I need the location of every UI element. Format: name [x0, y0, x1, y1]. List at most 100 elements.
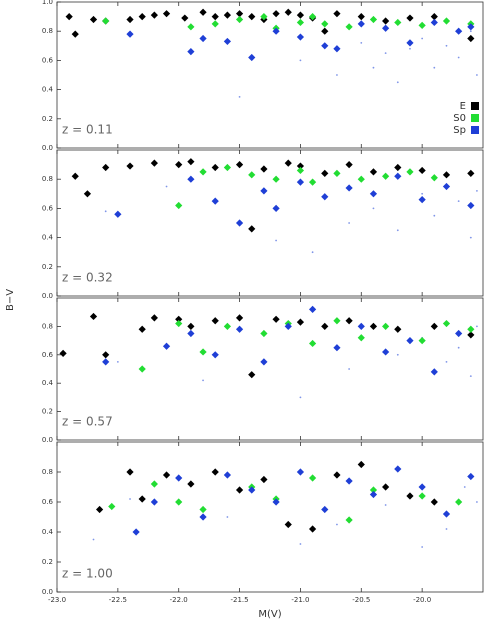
galaxy-point	[382, 17, 390, 25]
galaxy-point	[89, 312, 98, 321]
galaxy-point	[235, 15, 244, 24]
galaxy-point	[211, 197, 219, 205]
galaxy-point	[199, 34, 207, 43]
galaxy-point	[430, 18, 438, 27]
galaxy-point	[369, 190, 378, 198]
redshift-label: z = 0.32	[62, 271, 113, 285]
galaxy-point	[357, 13, 365, 21]
galaxy-point	[59, 349, 67, 357]
galaxy-point	[235, 486, 244, 494]
galaxy-point	[150, 314, 158, 322]
galaxy-point	[333, 344, 341, 352]
field-point	[421, 192, 424, 195]
field-point	[476, 325, 478, 328]
galaxy-point	[442, 171, 451, 179]
galaxy-point	[162, 10, 171, 18]
galaxy-point	[126, 468, 134, 476]
y-tick-label: 0.6	[42, 204, 54, 212]
galaxy-point	[102, 351, 110, 359]
y-tick-label: 0.8	[42, 468, 53, 476]
galaxy-point	[418, 337, 426, 345]
galaxy-point	[211, 468, 219, 476]
galaxy-point	[102, 163, 110, 172]
field-point	[384, 504, 387, 506]
legend-label: E	[460, 101, 466, 112]
redshift-label: z = 1.00	[62, 567, 113, 581]
galaxy-point	[235, 314, 244, 322]
field-point	[348, 222, 351, 224]
galaxy-point	[455, 329, 463, 338]
galaxy-point	[138, 495, 146, 503]
galaxy-point	[150, 11, 158, 19]
galaxy-point	[369, 168, 378, 176]
galaxy-point	[175, 161, 183, 169]
y-tick-label: 0.2	[42, 263, 53, 271]
galaxy-point	[71, 30, 79, 38]
galaxy-point	[309, 178, 317, 186]
galaxy-point	[296, 11, 305, 19]
galaxy-point	[296, 166, 305, 175]
galaxy-point	[235, 325, 244, 333]
galaxy-point	[333, 169, 341, 177]
field-point	[202, 379, 204, 382]
field-point	[129, 498, 131, 500]
galaxy-point	[467, 201, 475, 210]
field-point	[457, 56, 460, 59]
y-axis-label: B−V	[5, 289, 16, 311]
plot-frame	[56, 441, 484, 593]
field-point	[104, 210, 107, 213]
galaxy-point	[406, 492, 414, 500]
field-point	[275, 239, 277, 242]
galaxy-point	[467, 169, 475, 177]
galaxy-point	[199, 8, 207, 16]
field-point	[463, 486, 466, 488]
galaxy-point	[430, 13, 438, 21]
galaxy-point	[150, 159, 158, 167]
field-point	[165, 185, 168, 188]
y-tick-label: 0.4	[42, 379, 54, 387]
y-tick-label: 0.8	[42, 322, 53, 330]
y-tick-label: 0.4	[42, 234, 54, 242]
galaxy-point	[296, 178, 305, 186]
galaxy-point	[272, 315, 280, 323]
galaxy-point	[418, 21, 426, 29]
field-point	[348, 368, 351, 370]
galaxy-point	[442, 319, 451, 328]
galaxy-point	[382, 348, 390, 356]
galaxy-point	[108, 502, 116, 511]
x-tick-label: -23.0	[48, 596, 66, 604]
y-tick-label: 0.6	[42, 498, 54, 506]
galaxy-point	[272, 175, 280, 183]
galaxy-point	[369, 15, 378, 24]
y-tick-label: 0.6	[42, 56, 54, 64]
galaxy-point	[296, 468, 305, 476]
galaxy-point	[272, 10, 280, 18]
galaxy-point	[187, 23, 195, 31]
galaxy-point	[162, 342, 171, 350]
legend-swatch	[471, 126, 479, 134]
galaxy-point	[321, 27, 329, 35]
y-tick-label: 0.2	[42, 408, 53, 416]
y-tick-label: 0.2	[42, 115, 53, 123]
galaxy-point	[333, 45, 341, 53]
y-tick-label: 0.4	[42, 528, 54, 536]
plot-frame	[56, 1, 484, 149]
field-point	[336, 74, 338, 76]
galaxy-point	[272, 498, 280, 506]
galaxy-point	[357, 20, 365, 28]
galaxy-point	[248, 486, 256, 494]
x-tick-label: -20.5	[352, 596, 370, 604]
galaxy-point	[418, 166, 426, 175]
galaxy-point	[235, 219, 244, 227]
galaxy-point	[309, 13, 317, 21]
galaxy-point	[309, 305, 317, 313]
galaxy-point	[138, 13, 146, 21]
galaxy-point	[260, 165, 268, 173]
field-point	[311, 251, 314, 254]
galaxy-point	[211, 317, 219, 325]
galaxy-point	[309, 474, 317, 482]
galaxy-point	[333, 10, 341, 18]
galaxy-point	[455, 498, 463, 506]
field-point	[92, 538, 95, 541]
field-point	[336, 523, 338, 526]
